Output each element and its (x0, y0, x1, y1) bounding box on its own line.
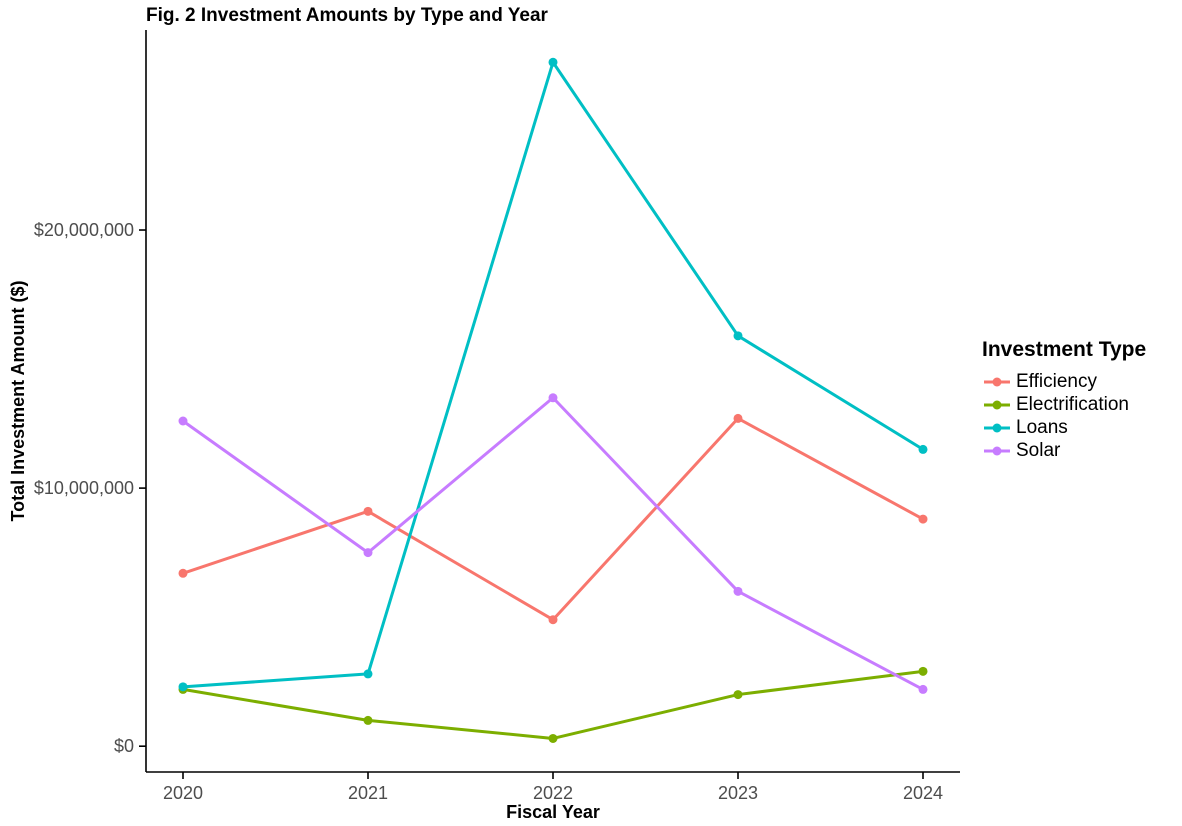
data-point-loans-2023 (733, 331, 743, 341)
data-point-efficiency-2023 (733, 413, 743, 423)
data-point-loans-2024 (918, 444, 928, 454)
legend-key-icon (984, 377, 1010, 386)
data-point-electrification-2024 (918, 666, 928, 676)
legend: Investment Type Efficiency Electrificatio… (982, 338, 1146, 462)
series-line-efficiency (181, 416, 925, 622)
series-line-solar (181, 396, 925, 691)
x-tick-label: 2020 (163, 783, 203, 803)
data-point-electrification-2021 (363, 715, 373, 725)
legend-entry-efficiency: Efficiency (982, 370, 1146, 393)
legend-entries: Efficiency Electrification Loans Solar (982, 370, 1146, 462)
data-point-solar-2023 (733, 586, 743, 596)
series-line-electrification (181, 669, 925, 740)
legend-entry-loans: Loans (982, 416, 1146, 439)
data-point-efficiency-2022 (548, 615, 558, 625)
data-point-solar-2024 (918, 684, 928, 694)
data-point-electrification-2023 (733, 690, 743, 700)
legend-key-icon (984, 446, 1010, 455)
legend-key-icon (984, 400, 1010, 409)
legend-label: Solar (1016, 439, 1061, 461)
y-tick-label: $20,000,000 (34, 220, 134, 240)
data-point-efficiency-2021 (363, 506, 373, 516)
chart-title: Fig. 2 Investment Amounts by Type and Ye… (146, 5, 548, 26)
legend-entry-electrification: Electrification (982, 393, 1146, 416)
x-axis-title: Fiscal Year (506, 802, 600, 822)
legend-title: Investment Type (982, 338, 1147, 361)
data-point-solar-2021 (363, 548, 373, 558)
data-point-loans-2020 (178, 682, 188, 692)
data-point-solar-2020 (178, 416, 188, 426)
x-tick-label: 2021 (348, 783, 388, 803)
data-point-solar-2022 (548, 393, 558, 403)
series-line-loans (181, 60, 925, 689)
legend-label: Electrification (1016, 393, 1129, 415)
legend-entry-solar: Solar (982, 439, 1146, 462)
y-tick-label: $0 (114, 736, 134, 756)
legend-label: Efficiency (1016, 370, 1097, 392)
legend-key-icon (984, 423, 1010, 432)
x-tick-label: 2024 (903, 783, 943, 803)
x-tick-label: 2022 (533, 783, 573, 803)
data-point-efficiency-2020 (178, 568, 188, 578)
legend-label: Loans (1016, 416, 1068, 438)
data-point-efficiency-2024 (918, 514, 928, 524)
data-point-loans-2022 (548, 57, 558, 67)
data-point-electrification-2022 (548, 733, 558, 743)
x-tick-label: 2023 (718, 783, 758, 803)
y-tick-label: $10,000,000 (34, 478, 134, 498)
data-point-loans-2021 (363, 669, 373, 679)
